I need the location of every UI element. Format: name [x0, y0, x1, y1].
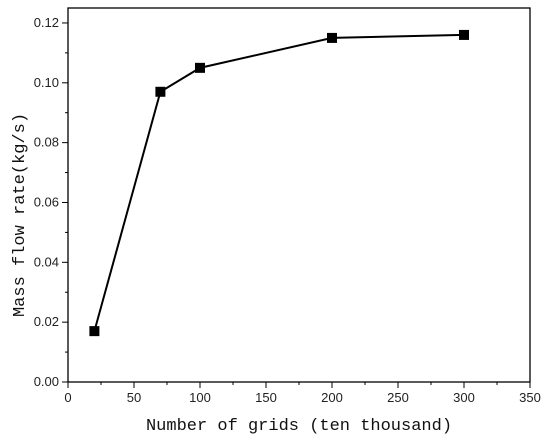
x-axis-title: Number of grids (ten thousand): [146, 417, 452, 436]
data-point: [89, 326, 100, 337]
y-axis-title: Mass flow rate(kg/s): [11, 113, 30, 317]
data-point: [155, 86, 166, 97]
data-point: [195, 62, 205, 73]
x-tick-label: 50: [127, 390, 141, 405]
y-tick-label: 0.10: [34, 75, 59, 90]
y-tick-label: 0.02: [34, 314, 59, 329]
y-tick-label: 0.08: [34, 135, 59, 150]
data-point: [327, 32, 337, 43]
x-tick-label: 0: [64, 390, 71, 405]
y-tick-label: 0.04: [34, 254, 59, 269]
data-point: [459, 29, 469, 40]
markers: [89, 29, 469, 337]
y-tick-label: 0.12: [34, 15, 59, 30]
axes: [67, 7, 531, 383]
x-tick-label: 350: [519, 390, 541, 405]
y-tick-label: 0.06: [34, 194, 59, 209]
plot-frame: [67, 7, 531, 383]
series-line: [93, 33, 465, 332]
x-tick-label: 250: [387, 390, 409, 405]
x-tick-label: 200: [321, 390, 343, 405]
y-tick-label: 0.00: [34, 374, 59, 389]
x-tick-label: 300: [453, 390, 475, 405]
x-tick-label: 100: [189, 390, 211, 405]
x-tick-label: 150: [255, 390, 277, 405]
ticks: 0 50 100 150 200 250 300 350 0.00 0.02 0.04 0.06 0.0…: [34, 15, 541, 405]
